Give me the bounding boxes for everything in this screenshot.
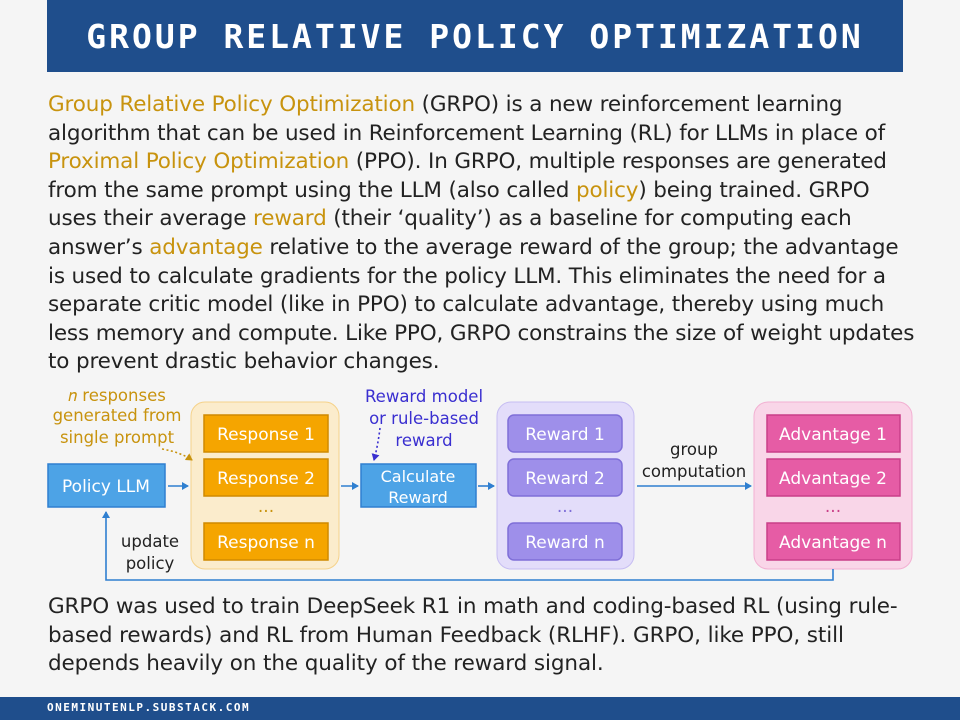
reward-n-box [507,522,623,561]
title-bar: GROUP RELATIVE POLICY OPTIMIZATION [47,0,903,72]
highlighted-term: policy [575,177,639,203]
calculate-reward-label-2: Reward [388,488,448,507]
response-2-label: Response 2 [217,469,315,489]
reward-n-label: Reward n [525,533,605,553]
highlighted-term: Proximal Policy Optimization [48,149,350,175]
update-policy-line-1: update [121,532,179,551]
intro-text: (GRPO) is a new reinforcement learning a… [48,92,886,146]
reward-2-label: Reward 2 [525,469,605,489]
advantage-2-label: Advantage 2 [779,469,887,489]
responses-group [190,401,340,570]
advantage-n-label: Advantage n [779,533,887,553]
reward-1-box [507,414,623,453]
intro-text: ) being trained. GRPO uses their average [48,177,870,232]
responses-note-line-2: generated from [53,406,182,425]
advantages-ellipsis: ... [825,497,841,517]
reward-note-line-2: or rule-based [369,409,479,428]
advantage-1-box [766,414,901,453]
footer-url: ONEMINUTENLP.SUBSTACK.COM [47,701,251,714]
response-1-box [203,414,329,453]
group-computation-line-2: computation [642,462,746,481]
calculate-reward-label-1: Calculate [381,467,456,486]
arrow-update-policy [102,511,834,581]
responses-note-line-1: 𝑛 responses [68,386,166,405]
intro-paragraph: Group Relative Policy Optimization (GRPO… [48,91,918,377]
responses-ellipsis: ... [258,497,274,517]
highlighted-term: Group Relative Policy Optimization [48,92,415,117]
page-title: GROUP RELATIVE POLICY OPTIMIZATION [86,17,864,56]
reward-2-box [507,458,623,497]
responses-note-line-3: single prompt [60,428,175,447]
arrow-reward-note [371,427,381,461]
highlighted-term: advantage [149,234,263,260]
reward-1-label: Reward 1 [525,425,605,445]
response-n-box [203,522,329,561]
intro-text: (their ‘quality’) as a baseline for comp… [48,206,852,260]
footer-bar: ONEMINUTENLP.SUBSTACK.COM [0,697,960,720]
advantages-group [753,401,913,570]
reward-note-line-1: Reward model [365,387,483,406]
rewards-ellipsis: ... [557,497,573,517]
intro-text: (PPO). In GRPO, multiple responses are g… [48,149,887,203]
highlighted-term: reward [253,206,327,232]
advantage-1-label: Advantage 1 [779,425,887,445]
calculate-reward-box [360,463,477,508]
response-1-label: Response 1 [217,425,315,445]
policy-llm-box [47,463,166,508]
group-computation-line-1: group [670,440,718,459]
advantage-n-box [766,522,901,561]
reward-note-line-3: reward [395,431,452,450]
update-policy-line-2: policy [126,554,175,573]
outro-paragraph: GRPO was used to train DeepSeek R1 in ma… [48,594,898,677]
rewards-group [496,401,635,570]
arrow-responses-note [161,448,193,461]
policy-llm-label: Policy LLM [62,477,150,497]
intro-text: relative to the average reward of the gr… [48,234,915,375]
advantage-2-box [766,458,901,497]
response-2-box [203,458,329,497]
response-n-label: Response n [217,533,315,553]
